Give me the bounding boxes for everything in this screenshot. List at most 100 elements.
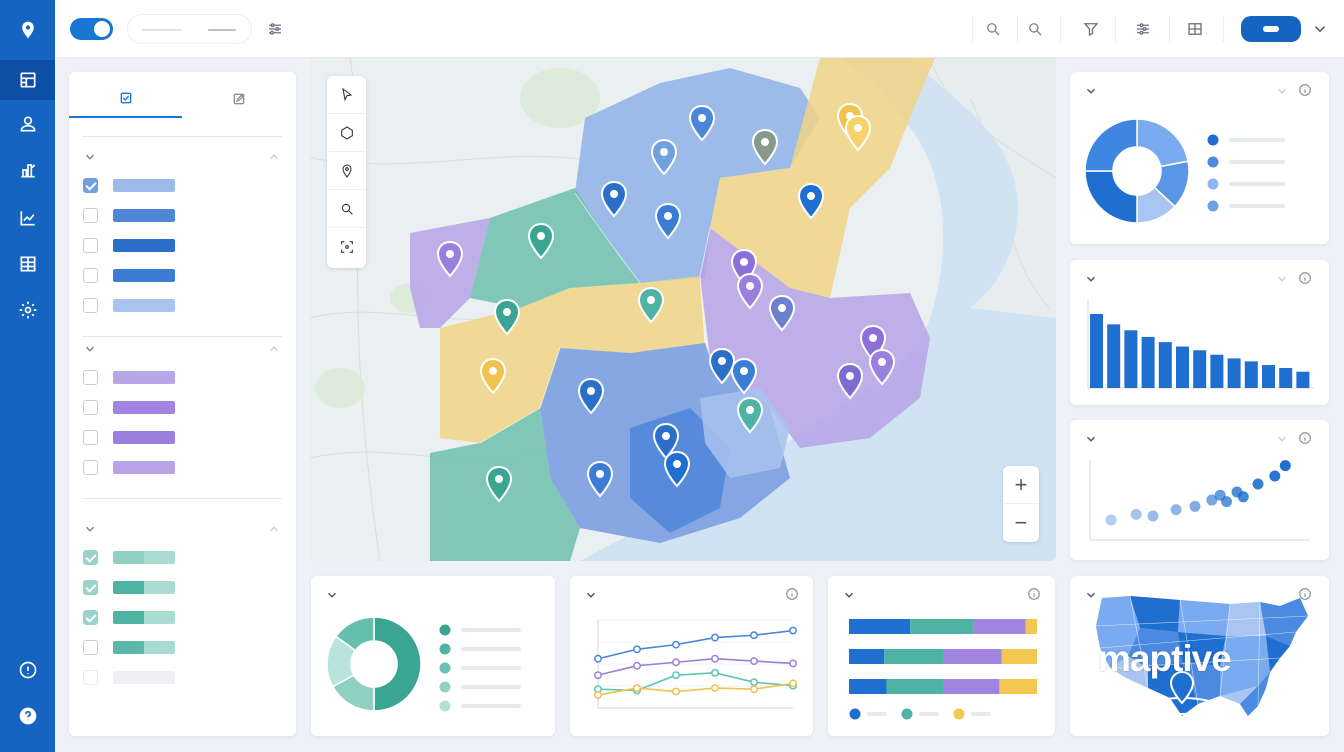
layer-checkbox[interactable] (83, 550, 98, 565)
info-icon[interactable] (1298, 271, 1312, 285)
widget-donut-blue (1070, 72, 1329, 244)
layer-checkbox[interactable] (83, 178, 98, 193)
layer-item[interactable] (83, 578, 283, 598)
select-arrow-icon[interactable] (327, 76, 366, 114)
top-toolbar (55, 0, 1344, 58)
polygon-icon[interactable] (327, 114, 366, 152)
chevron-down-icon[interactable] (325, 588, 339, 602)
layer-checkbox[interactable] (83, 400, 98, 415)
layer-item[interactable] (83, 266, 283, 286)
layer-checkbox[interactable] (83, 460, 98, 475)
info-icon[interactable] (1298, 83, 1312, 97)
settings-sliders-icon[interactable] (1128, 14, 1158, 44)
pin-tool-icon[interactable] (327, 152, 366, 190)
layer-item[interactable] (83, 296, 283, 316)
help-icon[interactable] (0, 696, 55, 736)
layer-item[interactable] (83, 638, 283, 658)
group-collapse-chevron-icon[interactable] (267, 150, 281, 164)
filter-icon[interactable] (1076, 14, 1106, 44)
layer-item[interactable] (83, 176, 283, 196)
layer-item[interactable] (83, 236, 283, 256)
layer-item[interactable] (83, 368, 283, 388)
territory-teal-west[interactable] (470, 188, 640, 308)
analytics-icon[interactable] (0, 198, 55, 238)
collapse-chevron-icon[interactable] (1275, 432, 1289, 446)
zoom-in-button[interactable]: + (1003, 466, 1039, 504)
layers-tab[interactable] (69, 80, 182, 118)
donut-blue-slice (1136, 118, 1189, 168)
sliders-icon[interactable] (260, 14, 290, 44)
chevron-down-icon[interactable] (1084, 588, 1098, 602)
widget-scatter-chart (1070, 420, 1329, 560)
grid-icon[interactable] (1180, 14, 1210, 44)
layer-item[interactable] (83, 206, 283, 226)
zoom-out-button[interactable]: − (1014, 510, 1028, 535)
bar (1210, 354, 1224, 388)
layer-item[interactable] (83, 458, 283, 478)
layer-item[interactable] (83, 398, 283, 418)
layer-item[interactable] (83, 428, 283, 448)
primary-action-button[interactable] (1241, 16, 1301, 42)
territory-blue-north[interactable] (575, 68, 820, 283)
settings-gear-icon[interactable] (0, 290, 55, 330)
layer-item[interactable] (83, 548, 283, 568)
layer-checkbox[interactable] (83, 208, 98, 223)
info-icon[interactable] (785, 587, 799, 601)
layer-checkbox[interactable] (83, 238, 98, 253)
chevron-down-icon[interactable] (1305, 14, 1335, 44)
bar (1176, 346, 1189, 388)
info-icon[interactable] (1298, 587, 1312, 601)
chevron-down-icon[interactable] (1084, 272, 1098, 286)
series-point (789, 679, 797, 688)
group-collapse-chevron-icon[interactable] (267, 522, 281, 536)
layer-checkbox[interactable] (83, 580, 98, 595)
territory-yellow-northeast[interactable] (710, 58, 935, 298)
scatter-point (1105, 514, 1117, 526)
layer-toggle-switch[interactable] (70, 18, 113, 40)
dashboard-grid-icon[interactable] (0, 60, 55, 100)
layer-checkbox[interactable] (83, 370, 98, 385)
map-marker-pin-icon (600, 180, 628, 218)
chevron-down-icon[interactable] (584, 588, 598, 602)
layer-checkbox[interactable] (83, 640, 98, 655)
table-icon[interactable] (0, 244, 55, 284)
zoom-search-icon[interactable] (1020, 14, 1050, 44)
group-collapse-chevron-icon[interactable] (267, 342, 281, 356)
location-pin-icon[interactable] (0, 10, 55, 50)
layer-checkbox[interactable] (83, 610, 98, 625)
map-marker-pin-icon (436, 240, 464, 278)
chevron-down-icon[interactable] (842, 588, 856, 602)
fit-bounds-icon[interactable] (327, 228, 366, 266)
territory-blue-light[interactable] (700, 388, 790, 478)
search-icon[interactable] (978, 14, 1008, 44)
group-expand-chevron-icon[interactable] (83, 522, 97, 536)
info-icon[interactable] (1027, 587, 1041, 601)
group-expand-chevron-icon[interactable] (83, 342, 97, 356)
chevron-down-icon[interactable] (1084, 84, 1098, 98)
donut-teal-slice (373, 616, 422, 712)
layer-checkbox[interactable] (83, 268, 98, 283)
layer-checkbox[interactable] (83, 670, 98, 685)
slider-control[interactable] (127, 14, 252, 44)
line-chart (594, 619, 797, 709)
group-expand-chevron-icon[interactable] (83, 150, 97, 164)
layer-checkbox[interactable] (83, 430, 98, 445)
layer-item[interactable] (83, 668, 283, 688)
territory-icon[interactable] (0, 150, 55, 190)
bar (1244, 361, 1258, 388)
layer-checkbox[interactable] (83, 298, 98, 313)
series-point (594, 654, 602, 663)
bar (1296, 371, 1310, 388)
chevron-down-icon[interactable] (1084, 432, 1098, 446)
collapse-chevron-icon[interactable] (1275, 272, 1289, 286)
layer-item[interactable] (83, 608, 283, 628)
collapse-chevron-icon[interactable] (1275, 84, 1289, 98)
info-icon[interactable] (0, 650, 55, 690)
user-group-icon[interactable] (0, 104, 55, 144)
series-point (789, 626, 797, 635)
edit-tab[interactable] (182, 80, 295, 118)
search-tool-icon[interactable] (327, 190, 366, 228)
info-icon[interactable] (1298, 431, 1312, 445)
map-canvas[interactable]: + − (310, 58, 1056, 561)
series-line (597, 657, 794, 676)
